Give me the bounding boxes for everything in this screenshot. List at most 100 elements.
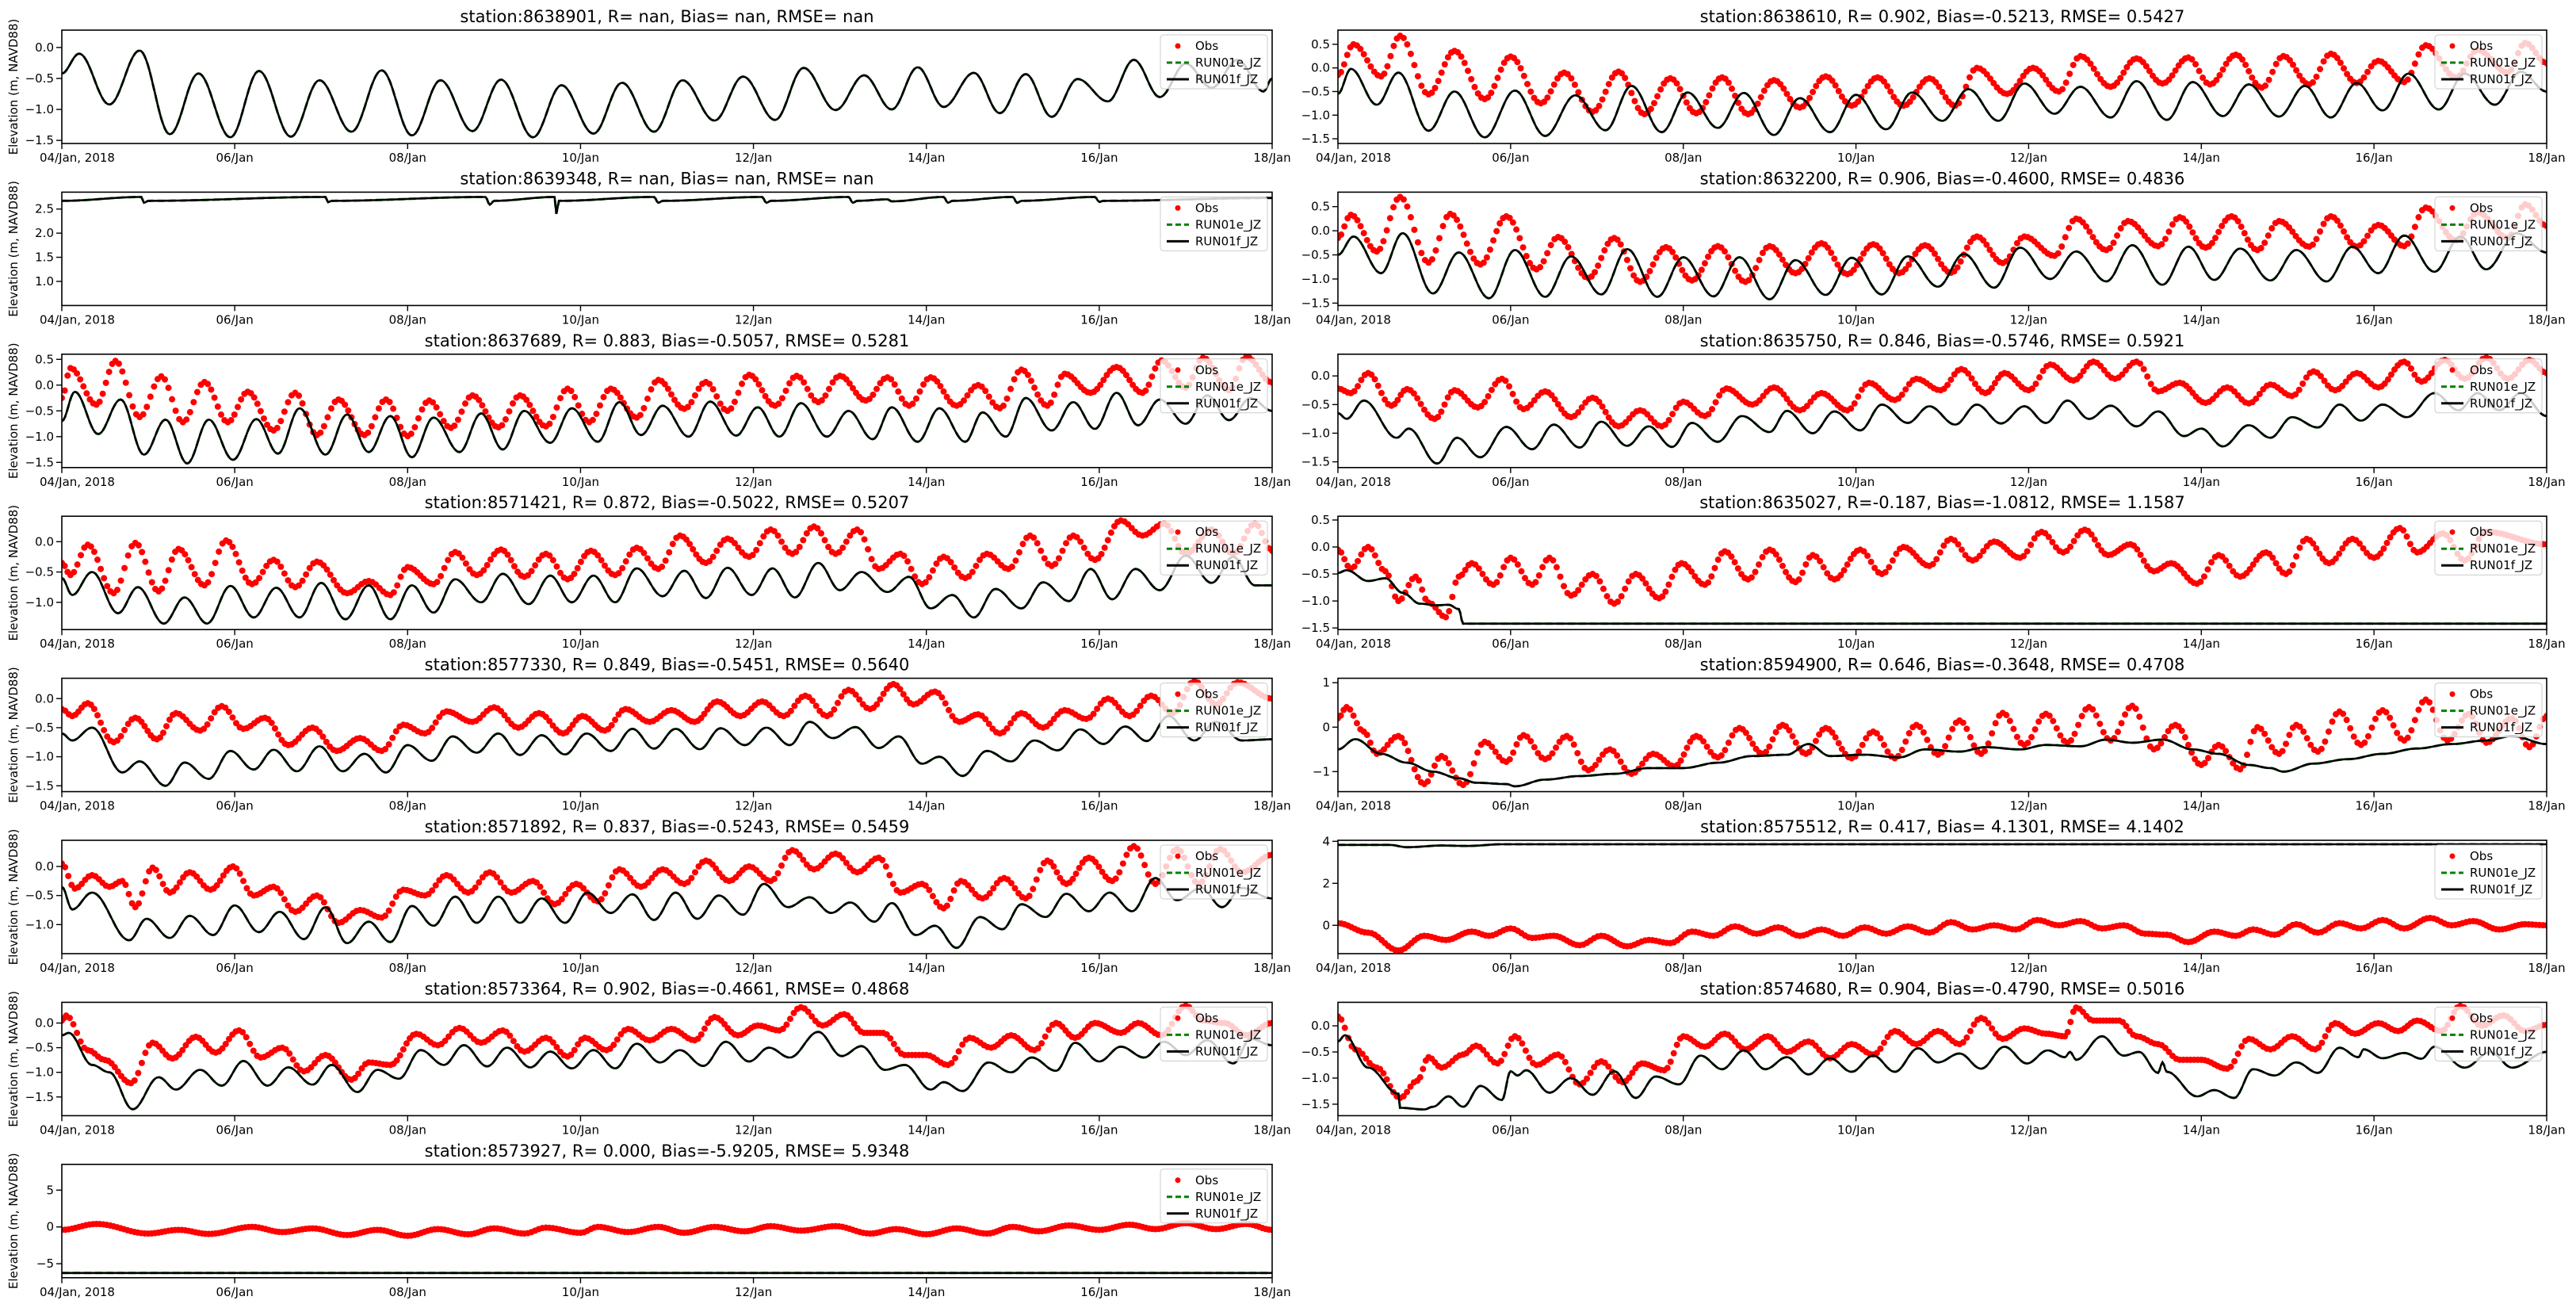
obs-point [805,1008,812,1015]
obs-point [598,896,605,903]
obs-point [912,395,919,402]
obs-point [1772,729,1779,736]
obs-point [263,562,270,569]
obs-point [1772,247,1779,254]
obs-point [1454,216,1461,224]
obs-point [226,538,233,545]
obs-point [1080,544,1087,551]
obs-point [1786,727,1793,734]
x-tick-label: 12/Jan [2010,475,2047,489]
legend-label: RUN01f_JZ [2470,721,2532,736]
obs-point [856,696,863,703]
obs-point [1989,251,1997,258]
obs-point [222,1040,229,1047]
obs-point [1519,1040,1526,1047]
obs-point [1347,706,1354,713]
obs-point [188,564,195,571]
obs-point [537,883,544,890]
obs-point [389,900,396,907]
x-tick-label: 08/Jan [389,799,426,813]
obs-point [2320,220,2327,228]
obs-point [1152,365,1159,372]
legend-box [2434,683,2543,738]
obs-point [1269,547,1272,554]
obs-point [985,393,992,400]
obs-point [847,1015,854,1023]
obs-point [1677,757,1684,764]
obs-point [601,562,608,569]
obs-point [1898,747,1905,754]
obs-point [1481,399,1489,406]
obs-point [232,550,239,557]
x-tick-label: 16/Jan [1080,799,1118,813]
obs-point [695,385,702,392]
obs-point [976,556,983,564]
obs-point [898,395,905,402]
obs-point [2075,721,2082,729]
obs-point [553,1043,560,1050]
legend-item-RUN01e_JZ: RUN01e_JZ [1167,866,1261,881]
obs-point [1939,89,1946,96]
obs-point [101,575,108,582]
obs-point [589,416,596,423]
plot-area [1338,696,2547,789]
obs-point [1553,564,1560,571]
x-tick-label: 14/Jan [2183,475,2220,489]
obs-point [782,544,789,551]
y-tick-label: −1.5 [1301,621,1330,635]
obs-point [1718,752,1725,759]
obs-point [1783,568,1790,576]
legend-item-RUN01f_JZ: RUN01f_JZ [2441,721,2532,736]
y-tick-label: −1.0 [1301,272,1330,286]
obs-point [667,391,675,398]
obs-point [1565,243,1572,251]
y-tick-label: 0.0 [35,534,54,549]
obs-point [644,879,652,886]
y-tick-label: 0.0 [35,859,54,874]
x-tick-label: 06/Jan [1492,799,1529,813]
obs-point [2074,532,2081,539]
legend-marker-obs [2449,1015,2456,1021]
obs-point [1760,392,1767,400]
obs-point [1428,256,1435,263]
series-RUN01f_JZ [1338,231,2547,300]
obs-point [299,905,306,912]
obs-point [1531,396,1538,403]
obs-point [1419,586,1426,593]
obs-point [1673,80,1680,87]
obs-point [2315,1044,2322,1051]
obs-point [2122,711,2129,718]
obs-point [2059,86,2066,93]
obs-point [1742,729,1749,736]
obs-point [1688,568,1695,576]
obs-point [239,1029,247,1036]
obs-point [1882,568,1889,576]
obs-point [2325,1026,2332,1033]
obs-point [786,380,793,387]
obs-point [1728,85,1735,92]
obs-point [506,407,513,415]
obs-point [455,550,462,557]
obs-point [476,396,483,403]
obs-point [1439,223,1447,230]
obs-point [1795,576,1802,583]
obs-point [2342,378,2349,385]
obs-point [1493,228,1500,235]
obs-point [783,1021,790,1028]
obs-point [1515,1035,1522,1042]
obs-point [403,1040,410,1047]
obs-point [1734,565,1741,572]
obs-point [684,403,691,411]
obs-point [1731,559,1738,566]
obs-point [959,1041,966,1048]
obs-point [193,873,201,880]
obs-point [1820,564,1827,571]
obs-point [2045,534,2052,541]
obs-point [2227,1063,2234,1070]
obs-point [213,882,220,889]
obs-point [1889,557,1896,564]
obs-point [2039,71,2047,78]
obs-point [818,397,825,404]
obs-point [183,416,190,423]
